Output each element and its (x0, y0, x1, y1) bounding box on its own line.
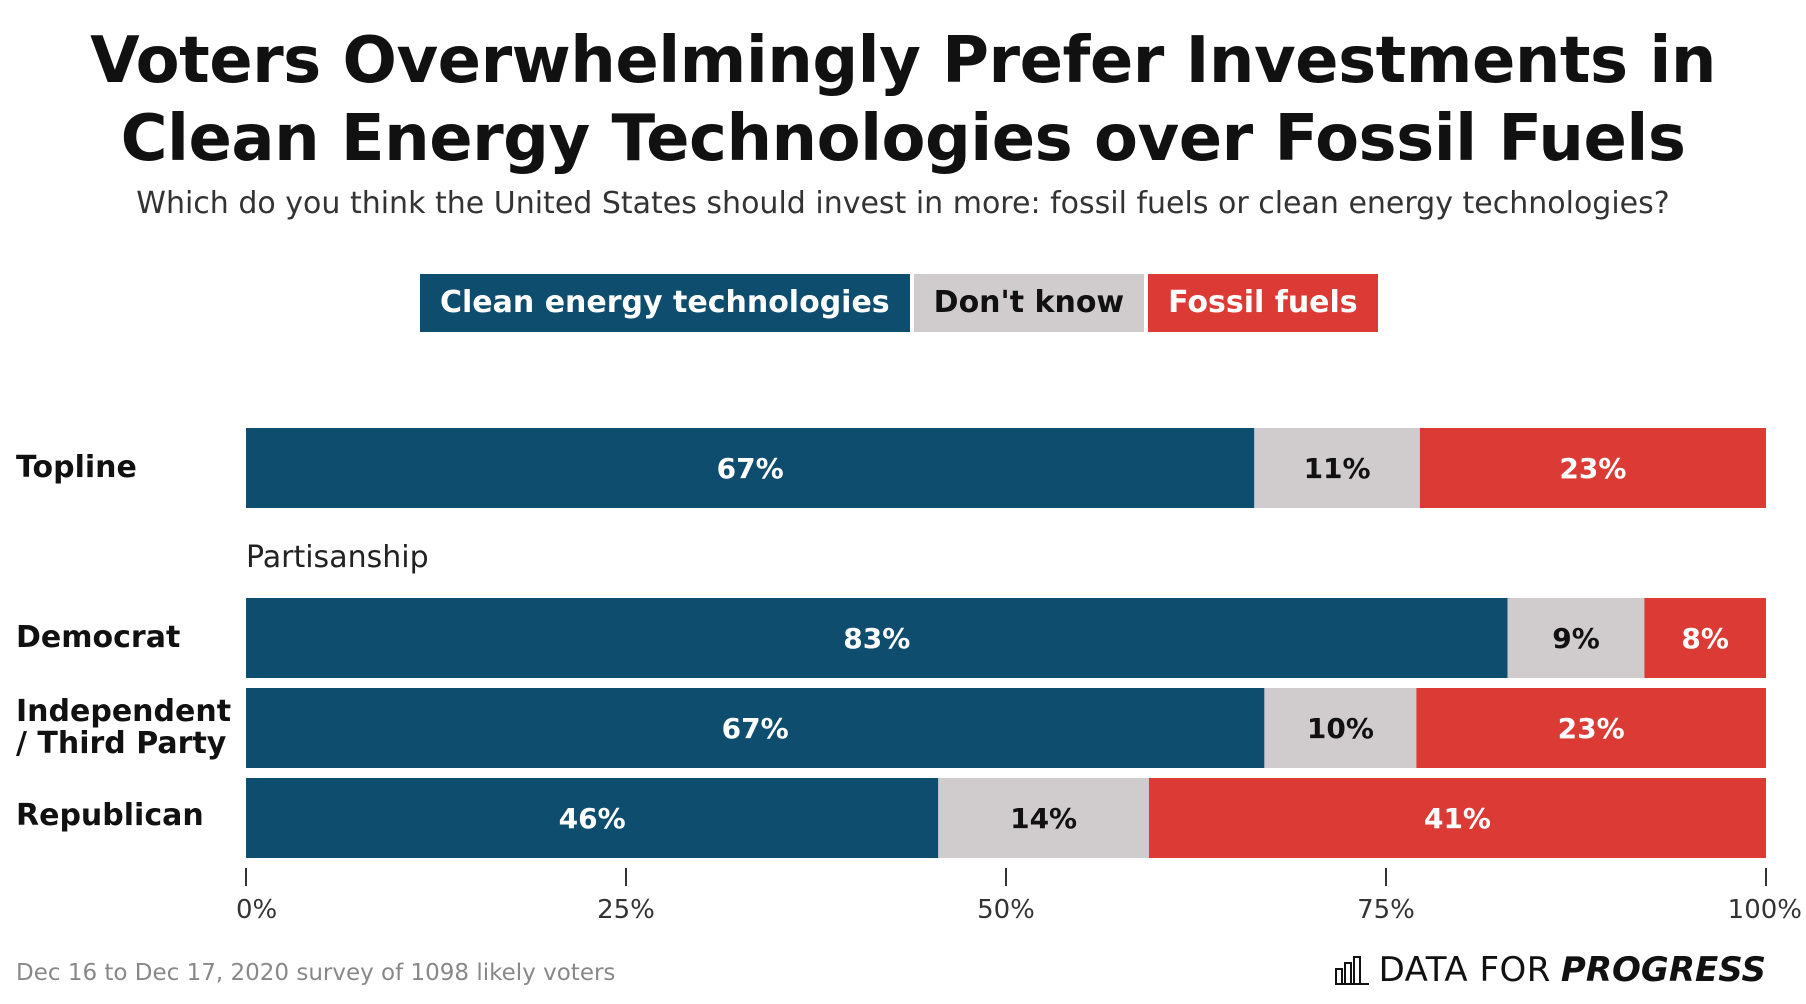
data-label-democrat-dont-know: 9% (1552, 622, 1600, 655)
x-tick-label-25: 25% (597, 895, 655, 925)
x-tick-label-50: 50% (977, 895, 1035, 925)
legend-item-dont-know: Don't know (913, 274, 1145, 332)
data-label-independent-dont-know: 10% (1307, 712, 1374, 745)
chart-subtitle: Which do you think the United States sho… (136, 186, 1670, 221)
bar-republican-clean-energy (246, 778, 939, 858)
data-label-republican-clean-energy: 46% (559, 802, 626, 835)
bar-chart-icon (1334, 956, 1369, 985)
x-tick-label-0: 0% (236, 895, 277, 925)
data-label-republican-fossil-fuels: 41% (1424, 802, 1491, 835)
data-label-democrat-clean-energy: 83% (843, 622, 910, 655)
footnote: Dec 16 to Dec 17, 2020 survey of 1098 li… (16, 960, 616, 986)
data-label-topline-fossil-fuels: 23% (1559, 452, 1626, 485)
row-label-topline: Topline (16, 450, 137, 485)
bar-independent-dont-know (1264, 688, 1417, 768)
row-label-republican: Republican (16, 798, 204, 833)
data-label-democrat-fossil-fuels: 8% (1681, 622, 1729, 655)
bar-republican-fossil-fuels (1148, 778, 1766, 858)
row-label-democrat: Democrat (16, 620, 181, 655)
data-label-republican-dont-know: 14% (1010, 802, 1077, 835)
data-label-topline-clean-energy: 67% (717, 452, 784, 485)
bar-topline-dont-know (1254, 428, 1420, 508)
bar-independent-fossil-fuels (1416, 688, 1766, 768)
brand-logo: DATA FOR PROGRESS (1334, 950, 1766, 990)
bar-democrat-dont-know (1507, 598, 1645, 678)
x-tick-label-75: 75% (1357, 895, 1415, 925)
x-tick-label-100: 100% (1728, 895, 1802, 925)
bar-republican-dont-know (938, 778, 1149, 858)
bar-topline-clean-energy (246, 428, 1255, 508)
bar-independent-clean-energy (246, 688, 1265, 768)
row-label-independent: Independent / Third Party (16, 696, 231, 760)
brand-name-emphasis: PROGRESS (1560, 950, 1766, 990)
data-label-independent-clean-energy: 67% (722, 712, 789, 745)
legend-item-clean-energy: Clean energy technologies (420, 274, 910, 332)
brand-name: DATA FOR (1378, 950, 1551, 990)
group-label-partisanship: Partisanship (246, 540, 429, 575)
legend: Clean energy technologies Don't know Fos… (420, 274, 1382, 332)
row-label-independent-line2: / Third Party (16, 726, 227, 761)
bar-democrat-fossil-fuels (1644, 598, 1766, 678)
chart-title: Voters Overwhelmingly Prefer Investments… (90, 24, 1716, 176)
data-label-topline-dont-know: 11% (1304, 452, 1371, 485)
bar-topline-fossil-fuels (1419, 428, 1766, 508)
data-label-independent-fossil-fuels: 23% (1558, 712, 1625, 745)
bar-democrat-clean-energy (246, 598, 1508, 678)
row-label-independent-line1: Independent (16, 694, 232, 729)
legend-item-fossil-fuels: Fossil fuels (1148, 274, 1378, 332)
